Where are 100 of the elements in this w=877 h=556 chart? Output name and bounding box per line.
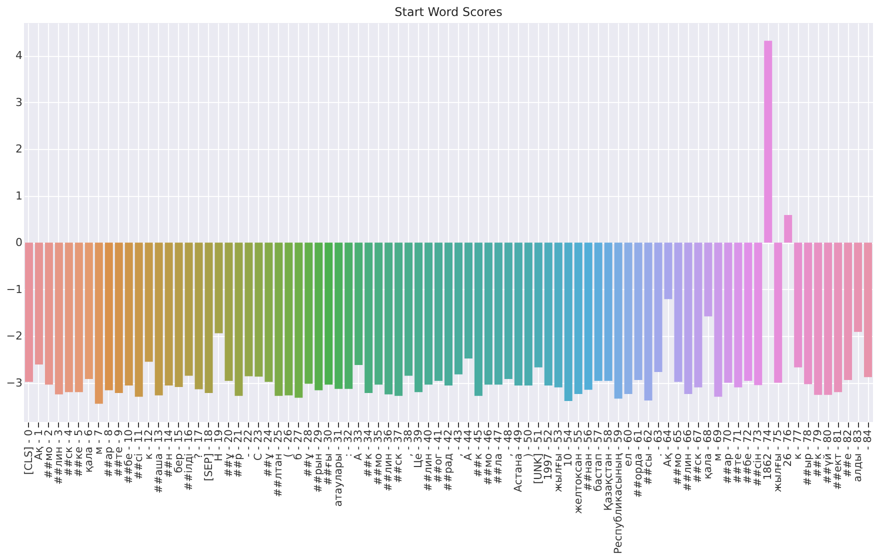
bar: [114, 242, 123, 394]
bar: [314, 242, 323, 390]
bar: [544, 242, 552, 386]
x-tick-label: алды - 83: [852, 430, 864, 482]
y-tick-label: −2: [6, 330, 22, 343]
bar: [164, 242, 173, 386]
bar: [524, 242, 532, 386]
x-tick-label: Н - 19: [212, 430, 225, 462]
bar: [354, 242, 363, 365]
x-tick-label: б - 27: [292, 430, 305, 460]
bar: [534, 242, 542, 368]
x-tick-label: ##бе - 10: [122, 430, 135, 484]
bar: [614, 242, 622, 399]
bar: [574, 242, 582, 394]
bar: [434, 242, 443, 381]
bar: [644, 242, 652, 401]
x-tick-label: ##к - 45: [472, 430, 484, 478]
bar: [854, 242, 862, 332]
bar: [154, 242, 163, 396]
x-tick-label: ##сін - 73: [752, 430, 764, 486]
x-tick-label: Ақ - 64: [662, 429, 674, 467]
bar: [194, 242, 203, 390]
x-tick-label: [UNK] - 51: [532, 430, 544, 484]
bar: [634, 242, 642, 380]
bar: [734, 242, 742, 388]
y-tick-label: 1: [16, 189, 22, 202]
bar: [264, 242, 273, 382]
x-tick-label: [CLS] - 0: [22, 430, 35, 475]
x-tick-label: Астана - 49: [512, 430, 524, 492]
bar: [204, 242, 213, 394]
x-tick-label: ##ект - 81: [832, 430, 844, 490]
bar: [824, 242, 832, 395]
y-tick-label: 2: [16, 142, 22, 156]
x-tick-label: ##е - 82: [842, 430, 854, 478]
bar: [754, 242, 762, 386]
bar: [684, 242, 692, 394]
x-tick-label: А - 33: [352, 430, 365, 461]
x-tick-label: ##ұ - 20: [222, 430, 235, 478]
x-tick-label: м - 69: [712, 430, 724, 462]
x-tick-label: бастап - 57: [592, 430, 604, 492]
bar: [34, 242, 43, 365]
bar: [604, 242, 612, 381]
bar: [794, 242, 802, 368]
bar: [624, 242, 632, 394]
bar: [504, 242, 512, 380]
bar: [124, 242, 133, 386]
bar: [594, 242, 602, 381]
x-tick-label: ##лин - 3: [52, 430, 65, 485]
x-tick-label: , - 43: [452, 430, 464, 457]
bar: [224, 242, 233, 381]
x-tick-label: ##мо - 2: [42, 430, 55, 479]
bar: [554, 242, 562, 388]
x-tick-label: ##бе - 72: [742, 430, 754, 484]
bar: [284, 242, 293, 396]
bar: [254, 242, 263, 377]
x-tick-label: қала - 68: [702, 430, 714, 480]
bar: [54, 242, 63, 394]
x-tick-label: ##лин - 40: [422, 430, 435, 492]
bar: [244, 242, 253, 376]
bar: [714, 242, 722, 397]
x-tick-label: Ақ - 1: [32, 430, 45, 460]
bar: [804, 242, 812, 384]
x-tick-label: жылғы - 75: [772, 430, 784, 492]
x-tick-label: к - 12: [142, 430, 155, 460]
x-tick-label: ##рын - 29: [312, 430, 325, 493]
x-tick-label: ##ск - 37: [392, 430, 405, 484]
bar: [84, 242, 93, 380]
x-tick-label: , - 48: [502, 430, 514, 457]
x-tick-label: м - 7: [92, 430, 105, 455]
bar: [444, 242, 452, 386]
bar: [834, 242, 842, 392]
bar: [334, 242, 343, 389]
bar: [304, 242, 313, 384]
bar: [234, 242, 243, 396]
bar: [134, 242, 143, 397]
bar: [844, 242, 852, 380]
x-tick-label: ел - 60: [622, 430, 634, 466]
bar: [25, 242, 33, 382]
x-tick-label: ##ұ - 24: [262, 429, 275, 478]
bar: [294, 242, 303, 398]
bar: [384, 242, 393, 394]
bar: [174, 242, 183, 387]
bar: [484, 242, 492, 385]
x-tick-label: ##ск - 67: [692, 430, 704, 484]
x-tick-label: ##н - 14: [162, 429, 175, 478]
x-tick-label: . - 63: [652, 430, 664, 457]
x-tick-label: : - 32: [342, 430, 355, 457]
x-tick-label: - - 22: [242, 430, 255, 458]
x-tick-label: к - 77: [792, 430, 804, 460]
bar: [404, 242, 413, 376]
y-tick-label: 3: [16, 96, 22, 109]
bar: [474, 242, 482, 396]
x-tick-label: атаулары - 31: [332, 430, 345, 507]
x-tick-label: желтоксан - 55: [572, 430, 584, 514]
bar: [44, 242, 53, 385]
x-tick-label: ##сі - 11: [132, 430, 145, 480]
bar: [414, 242, 423, 392]
bar: [584, 242, 592, 390]
x-tick-label: ##рад - 42: [442, 430, 454, 492]
bar: [864, 242, 872, 378]
